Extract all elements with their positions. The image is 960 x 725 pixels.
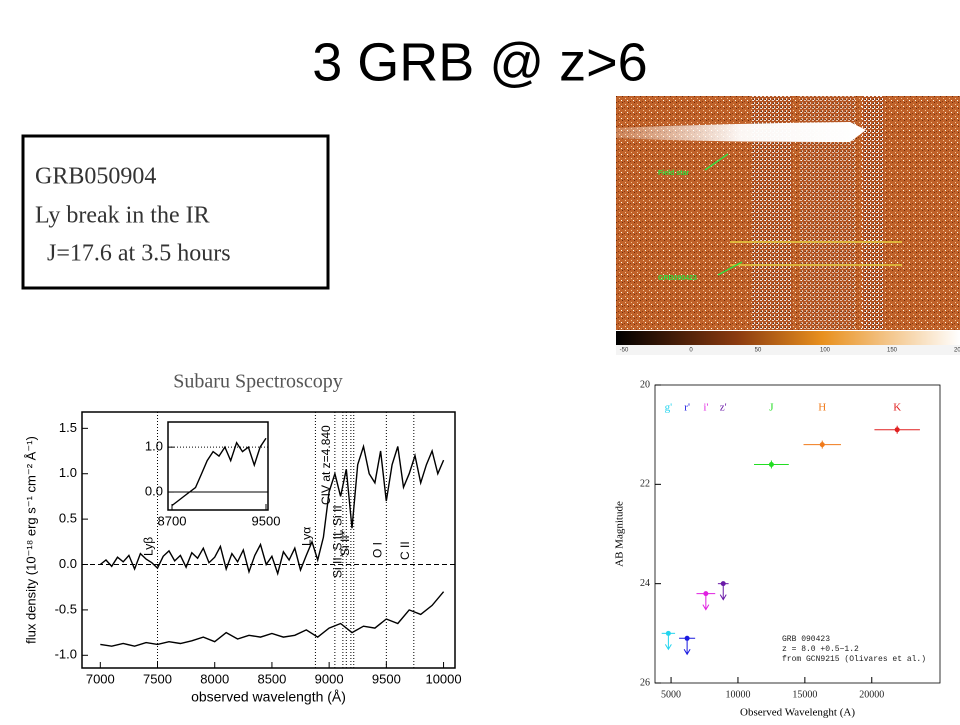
image-label: GRB090423 <box>658 275 697 282</box>
upper-limit-arrow <box>683 638 691 656</box>
upper-limit-arrow <box>719 583 727 601</box>
x-tick-label: 10000 <box>425 671 461 686</box>
colorbar-tick-label: 0 <box>689 348 693 354</box>
series-line <box>99 443 445 577</box>
colorbar-tick-label: 100 <box>820 348 831 354</box>
data-point <box>894 427 900 433</box>
field-star-trace <box>616 122 866 142</box>
x-tick-label: 9000 <box>315 671 344 686</box>
x-axis-label: observed wavelength (Å) <box>191 689 346 705</box>
colorbar-tick-label: 150 <box>887 348 898 354</box>
annotation: GRB 090423 <box>782 635 830 644</box>
data-point <box>720 581 726 587</box>
x-axis-label: Observed Wavelenght (A) <box>740 707 855 719</box>
data-point <box>768 461 774 467</box>
annotation: from GCN9215 (Olivares et al.) <box>782 655 926 664</box>
x-tick-label: 7000 <box>86 671 115 686</box>
data-point <box>703 591 709 597</box>
y-tick-label: -0.5 <box>55 601 77 616</box>
filter-label: g' <box>665 402 673 414</box>
y-tick-label: 22 <box>640 479 650 490</box>
pointer-arrow <box>717 261 743 276</box>
y-axis-label: flux density (10⁻¹⁸ erg s⁻¹ cm⁻² Å⁻¹) <box>23 436 38 644</box>
colorbar-axis <box>616 345 960 355</box>
x-tick-label: 15000 <box>792 689 817 700</box>
slide-title: 3 GRB @ z>6 <box>312 32 647 92</box>
caption: Subaru Spectroscopy <box>173 371 342 393</box>
y-tick-label: 0.5 <box>59 511 77 526</box>
plot-frame <box>654 384 941 684</box>
colorbar-tick-label: 50 <box>755 348 762 354</box>
text-line: Ly break in the IR <box>35 203 210 229</box>
filter-label: i' <box>703 402 708 414</box>
colorbar-tick-label: -50 <box>620 348 629 354</box>
spectral-line-label: Lyβ <box>142 537 156 556</box>
spectral-line-label: Si II, S II, Si II <box>330 505 344 578</box>
spectral-line-label: O I <box>371 542 385 558</box>
data-point <box>684 635 690 641</box>
y-tick-label: 24 <box>640 578 650 589</box>
series-line <box>171 437 267 507</box>
y-tick-label: 1.5 <box>59 420 77 435</box>
upper-limit-arrow <box>702 593 710 611</box>
spectral-line-label: C II <box>398 541 412 560</box>
y-tick-label: -1.0 <box>55 647 77 662</box>
text-box <box>21 134 330 290</box>
y-tick-label: 1.0 <box>145 439 163 454</box>
x-tick-label: 9500 <box>252 513 281 528</box>
series-line <box>100 591 445 647</box>
y-tick-label: 20 <box>640 379 650 390</box>
filter-label: H <box>818 402 826 414</box>
colorbar <box>616 331 960 345</box>
image-label: Field star <box>658 170 689 177</box>
x-tick-label: 9500 <box>372 671 401 686</box>
data-point <box>819 442 825 448</box>
plot-frame <box>81 411 456 669</box>
x-tick-label: 20000 <box>859 689 884 700</box>
x-tick-label: 8500 <box>257 671 286 686</box>
y-tick-label: 0.0 <box>145 483 163 498</box>
spectrum-image: Field star GRB090423 -50 0 50 100 150 200 <box>616 96 960 355</box>
x-tick-label: 8700 <box>158 513 187 528</box>
filter-label: z' <box>720 402 727 414</box>
x-tick-label: 7500 <box>143 671 172 686</box>
colorbar-ticks: -50 0 50 100 150 200 <box>620 348 960 354</box>
text-line: GRB050904 <box>35 164 156 190</box>
spectral-line-label: Si II* <box>338 530 352 556</box>
y-tick-label: 26 <box>640 677 650 688</box>
spectral-line-label: CIV at z=4.840 <box>319 425 333 505</box>
colorbar-tick-label: 200 <box>954 348 960 354</box>
y-axis-label: AB Magnitude <box>614 501 626 567</box>
text-line: J=17.6 at 3.5 hours <box>47 241 231 267</box>
y-tick-label: 0.0 <box>59 556 77 571</box>
upper-limit-arrow <box>664 633 672 651</box>
pointer-arrow <box>704 153 729 171</box>
x-tick-label: 5000 <box>661 689 681 700</box>
annotation: z = 8.0 +0.5−1.2 <box>782 645 859 654</box>
filter-label: r' <box>684 402 690 414</box>
image-band <box>862 96 884 330</box>
filter-label: K <box>893 402 901 414</box>
spectral-line-label: Lyα <box>300 527 314 546</box>
x-tick-label: 10000 <box>725 689 750 700</box>
x-tick-label: 8000 <box>200 671 229 686</box>
charts: 7000 7500 8000 8500 9000 9500 10000 -1.0 -0.5 0.0… <box>23 379 941 719</box>
filter-label: J <box>769 402 774 414</box>
data-point <box>665 630 671 636</box>
y-tick-label: 1.0 <box>59 465 77 480</box>
